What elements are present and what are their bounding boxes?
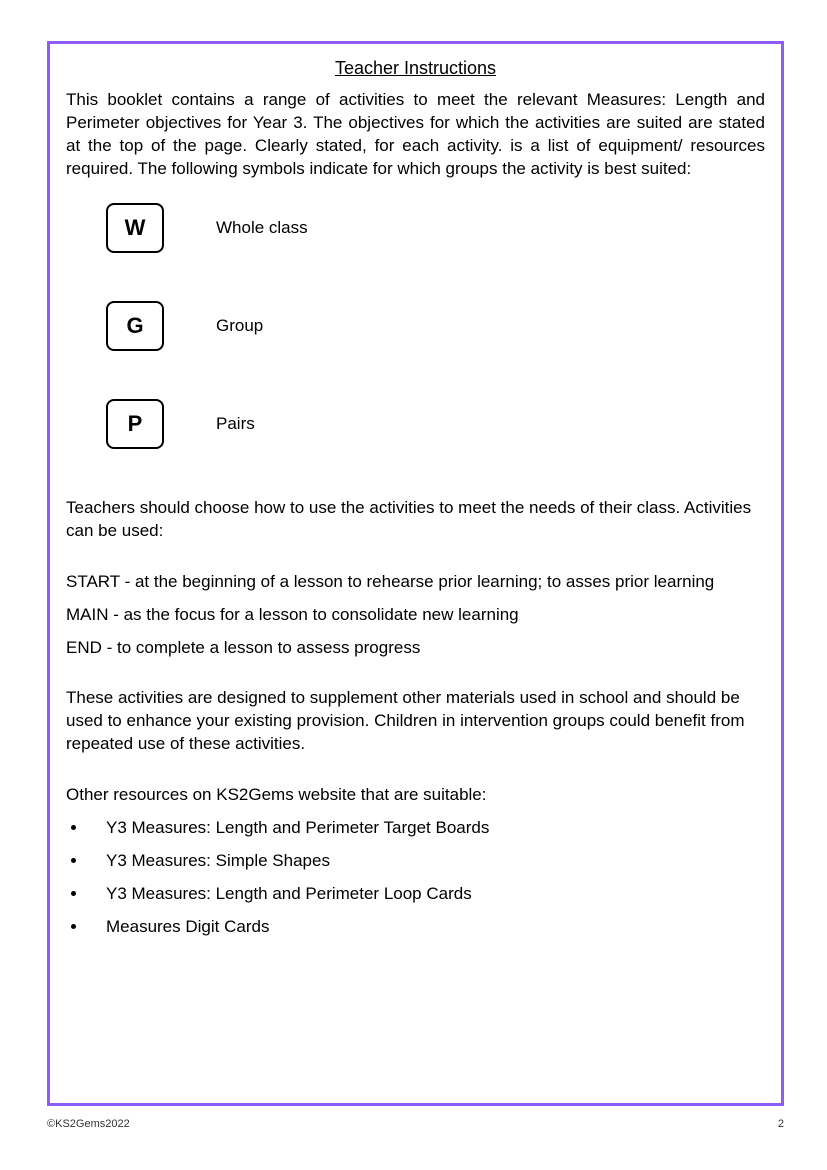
resources-intro: Other resources on KS2Gems website that … <box>66 784 765 807</box>
resource-item: Y3 Measures: Length and Perimeter Loop C… <box>88 883 765 906</box>
choose-paragraph: Teachers should choose how to use the ac… <box>66 497 765 543</box>
page-footer: ©KS2Gems2022 2 <box>47 1118 784 1130</box>
page-frame: Teacher Instructions This booklet contai… <box>47 41 784 1106</box>
intro-paragraph: This booklet contains a range of activit… <box>66 89 765 181</box>
symbol-label-group: Group <box>216 316 263 336</box>
symbol-box-g: G <box>106 301 164 351</box>
resource-item: Y3 Measures: Simple Shapes <box>88 850 765 873</box>
symbol-row-group: G Group <box>106 301 765 351</box>
copyright-text: ©KS2Gems2022 <box>47 1118 130 1130</box>
symbol-row-pairs: P Pairs <box>106 399 765 449</box>
usage-main: MAIN - as the focus for a lesson to cons… <box>66 604 765 627</box>
usage-block: START - at the beginning of a lesson to … <box>66 571 765 660</box>
resource-item: Measures Digit Cards <box>88 916 765 939</box>
page-title: Teacher Instructions <box>66 58 765 79</box>
symbol-row-whole-class: W Whole class <box>106 203 765 253</box>
symbol-label-pairs: Pairs <box>216 414 255 434</box>
symbol-label-whole-class: Whole class <box>216 218 308 238</box>
resource-list: Y3 Measures: Length and Perimeter Target… <box>66 817 765 939</box>
supplement-paragraph: These activities are designed to supplem… <box>66 687 765 756</box>
resource-item: Y3 Measures: Length and Perimeter Target… <box>88 817 765 840</box>
symbol-box-p: P <box>106 399 164 449</box>
usage-start: START - at the beginning of a lesson to … <box>66 571 765 594</box>
symbol-box-w: W <box>106 203 164 253</box>
page-number: 2 <box>778 1118 784 1130</box>
usage-end: END - to complete a lesson to assess pro… <box>66 637 765 660</box>
